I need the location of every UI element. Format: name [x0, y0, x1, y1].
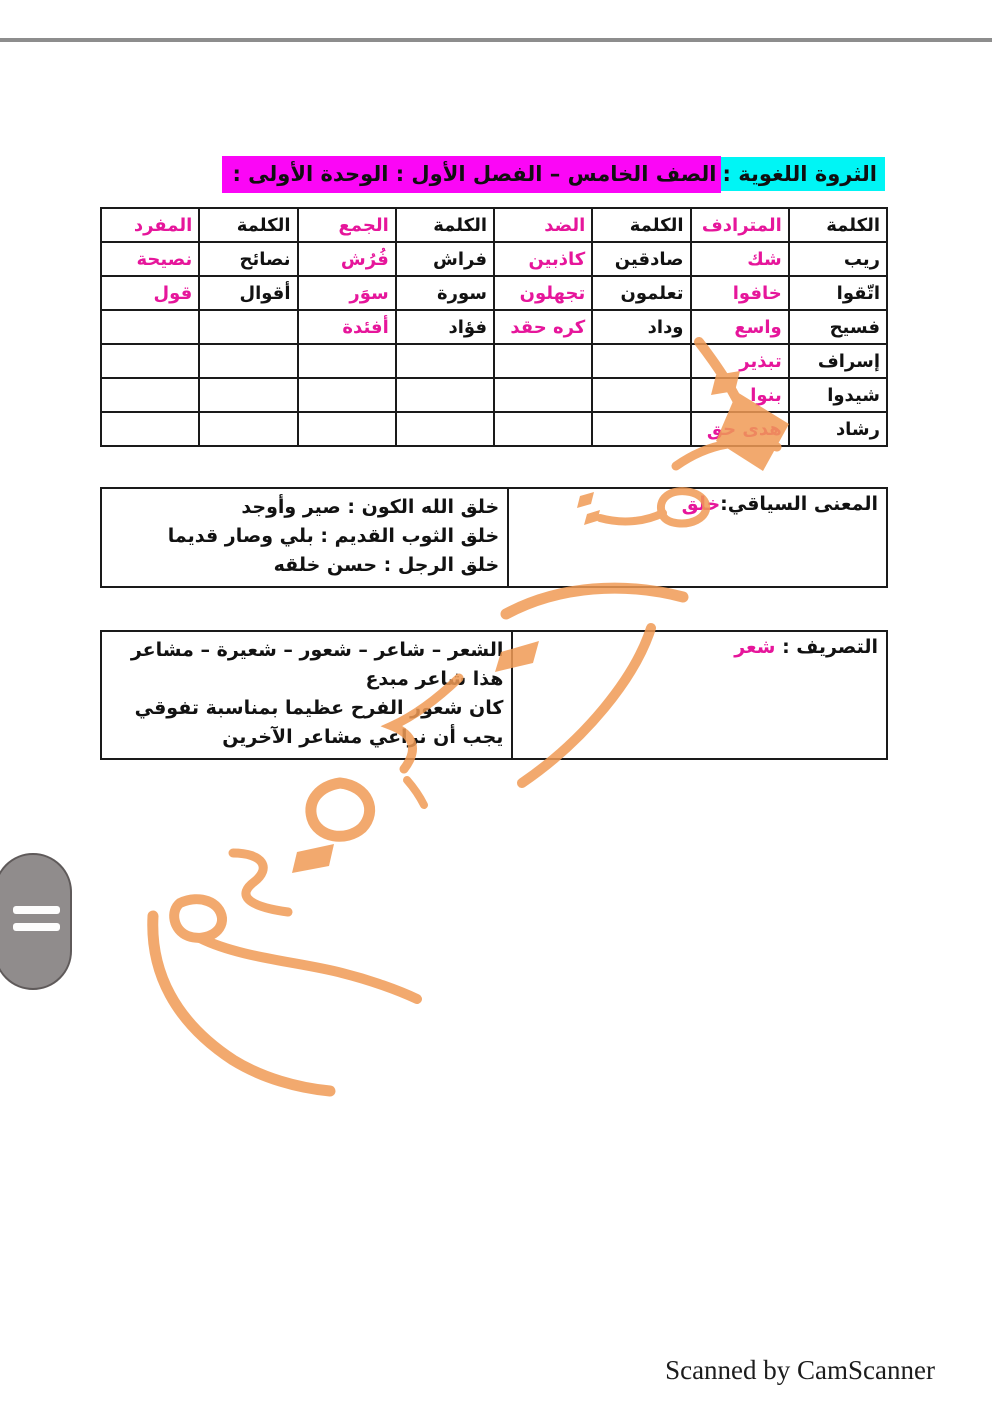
vocab-row: اتّقوا خافوا تعلمون تجهلون سورة سوَر أقوال قول — [99, 275, 889, 311]
vocab-cell: كره حقد — [492, 309, 594, 345]
conjugation-example-line: الشعر – شاعر – شعور – شعيرة – مشاعر — [130, 639, 504, 661]
vocab-cell — [492, 377, 594, 413]
vocabulary-table: الكلمة المترادف الكلمة الضد الكلمة الجمع الكلم… — [99, 207, 889, 447]
vocab-cell — [492, 411, 594, 447]
vocab-cell: رشاد — [787, 411, 889, 447]
vocab-cell: سورة — [394, 275, 496, 311]
vocab-cell — [394, 411, 496, 447]
vocab-cell — [591, 343, 692, 379]
vocab-header-cell: الكلمة — [394, 207, 496, 243]
vocab-cell — [591, 377, 692, 413]
vocab-row: إسراف تبذير — [99, 343, 889, 379]
vocab-cell — [591, 411, 692, 447]
vocab-cell: فُرُش — [296, 241, 397, 277]
conjugation-example-line: هذا شاعر مبدع — [365, 668, 504, 690]
vocab-cell: صادقين — [591, 241, 692, 277]
vocab-header-cell: المفرد — [99, 207, 201, 243]
context-examples-cell: خلق الله الكون : صير وأوجد خلق الثوب القد… — [99, 487, 510, 588]
vocab-cell: أفئدة — [296, 309, 397, 345]
vocab-cell — [99, 377, 201, 413]
context-row: المعنى السياقي:خلق خلق الله الكون : صير … — [99, 487, 888, 588]
drag-handle[interactable] — [0, 853, 72, 990]
context-example-line: خلق الثوب القديم : بلي وصار قديما — [167, 525, 500, 547]
vocab-cell — [198, 343, 299, 379]
contextual-meaning-table: المعنى السياقي:خلق خلق الله الكون : صير … — [99, 487, 888, 588]
vocab-cell: كاذبين — [492, 241, 594, 277]
vocab-header-cell: الكلمة — [787, 207, 889, 243]
conjugation-examples-cell: الشعر – شاعر – شعور – شعيرة – مشاعر هذا ش… — [99, 630, 514, 760]
vocab-row: ريب شك صادقين كاذبين فراش فُرُش نصائح نصيحة — [99, 241, 889, 277]
vocab-header-cell: الكلمة — [591, 207, 692, 243]
vocab-cell: شيدوا — [787, 377, 889, 413]
page-top-divider — [0, 38, 992, 42]
vocab-header-cell: الضد — [492, 207, 594, 243]
vocab-cell: تعلمون — [591, 275, 692, 311]
vocab-cell: نصائح — [198, 241, 299, 277]
vocab-cell: بنوا — [689, 377, 790, 413]
camscanner-credit: Scanned by CamScanner — [665, 1355, 935, 1385]
vocab-cell: قول — [99, 275, 201, 311]
vocab-cell: تجهلون — [492, 275, 594, 311]
vocab-cell: ريب — [787, 241, 889, 277]
conjugation-word: شعر — [734, 636, 776, 658]
vocab-cell: تبذير — [689, 343, 790, 379]
vocab-cell: فسيح — [787, 309, 889, 345]
vocab-cell — [394, 343, 496, 379]
vocab-cell: وداد — [591, 309, 692, 345]
conjugation-label: التصريف : — [775, 636, 878, 658]
context-example-line: خلق الله الكون : صير وأوجد — [241, 496, 500, 518]
handle-bar-icon — [13, 923, 60, 931]
title-grade-unit-highlight: الصف الخامس – الفصل الأول : الوحدة الأول… — [222, 156, 721, 193]
vocab-cell — [99, 309, 201, 345]
conjugation-example-line: يجب أن نراعي مشاعر الآخرين — [222, 726, 504, 748]
conjugation-example-line: كان شعور الفرح عظيما بمناسبة تفوقي — [134, 697, 504, 719]
handle-bar-icon — [13, 906, 60, 914]
context-label-cell: المعنى السياقي:خلق — [507, 487, 888, 588]
vocab-cell: سوَر — [296, 275, 397, 311]
vocab-row: فسيح واسع وداد كره حقد فؤاد أفئدة — [99, 309, 889, 345]
worksheet-title: الثروة اللغوية :الصف الخامس – الفصل الأو… — [222, 156, 885, 193]
vocab-cell: واسع — [689, 309, 790, 345]
vocab-header-cell: الكلمة — [198, 207, 299, 243]
vocab-cell: فؤاد — [394, 309, 496, 345]
vocab-header-cell: الجمع — [296, 207, 397, 243]
vocab-cell: خافوا — [689, 275, 790, 311]
vocab-cell — [99, 411, 201, 447]
title-subject-highlight: الثروة اللغوية : — [720, 157, 885, 191]
vocab-cell: إسراف — [787, 343, 889, 379]
context-word: خلق — [681, 493, 721, 515]
vocab-cell — [492, 343, 594, 379]
vocab-cell — [296, 377, 397, 413]
vocab-cell: اتّقوا — [787, 275, 889, 311]
vocab-cell: هدى حق — [689, 411, 790, 447]
vocab-row: رشاد هدى حق — [99, 411, 889, 447]
vocab-cell — [99, 343, 201, 379]
context-example-line: خلق الرجل : حسن خلقه — [273, 554, 500, 576]
vocab-cell — [198, 411, 299, 447]
vocab-cell: فراش — [394, 241, 496, 277]
vocab-cell: أقوال — [198, 275, 299, 311]
vocab-row: شيدوا بنوا — [99, 377, 889, 413]
vocab-cell — [394, 377, 496, 413]
conjugation-table: التصريف : شعر الشعر – شاعر – شعور – شعير… — [99, 630, 888, 760]
vocab-cell: نصيحة — [99, 241, 201, 277]
vocab-cell — [198, 309, 299, 345]
vocab-cell — [198, 377, 299, 413]
conjugation-label-cell: التصريف : شعر — [511, 630, 888, 760]
vocab-cell — [296, 343, 397, 379]
conjugation-row: التصريف : شعر الشعر – شاعر – شعور – شعير… — [99, 630, 888, 760]
context-label: المعنى السياقي: — [720, 493, 878, 515]
vocab-cell — [296, 411, 397, 447]
vocab-cell: شك — [689, 241, 790, 277]
vocab-header-row: الكلمة المترادف الكلمة الضد الكلمة الجمع الكلم… — [99, 207, 889, 243]
vocab-header-cell: المترادف — [689, 207, 790, 243]
